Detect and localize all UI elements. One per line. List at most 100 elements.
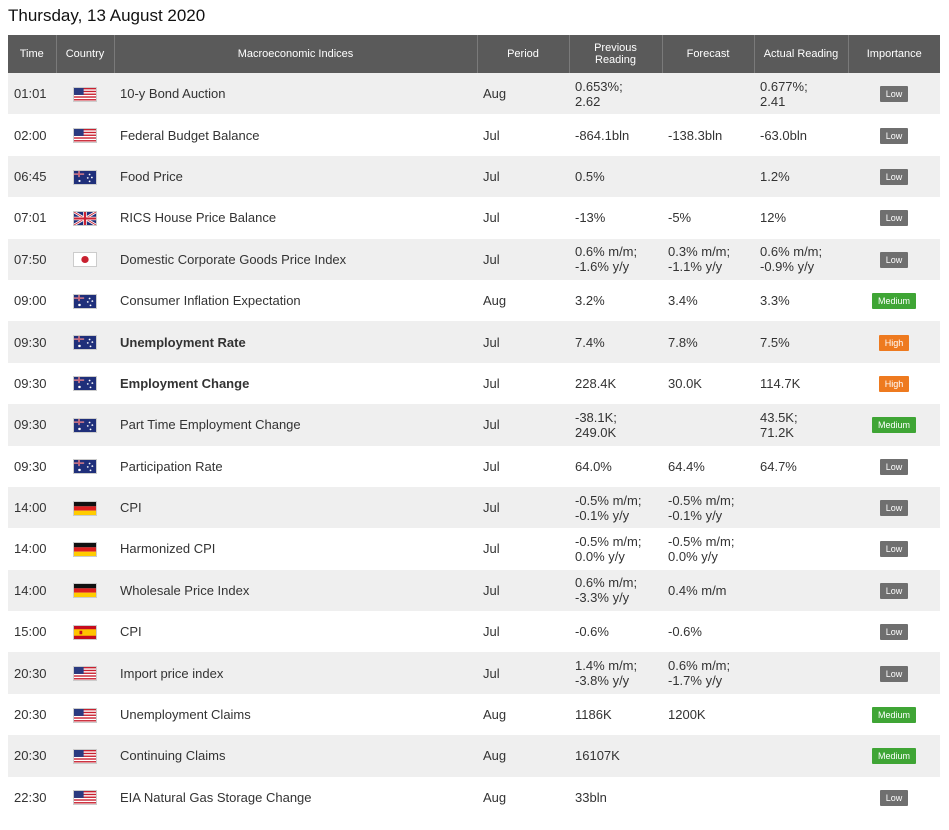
event-time: 01:01 [8,73,56,115]
table-row[interactable]: 20:30 Import price index Jul 1.4% m/m; -3.8%… [8,652,940,694]
country-cell [56,155,114,198]
event-name[interactable]: 10-y Bond Auction [114,73,477,115]
table-row[interactable]: 20:30 Continuing Claims Aug 16107K Medium [8,735,940,777]
table-row[interactable]: 07:50 Domestic Corporate Goods Price Inde… [8,238,940,280]
actual-reading: 114.7K [754,362,848,405]
us-flag-icon [73,86,97,102]
col-header-time[interactable]: Time [8,35,57,73]
event-name[interactable]: Federal Budget Balance [114,114,477,156]
previous-reading-line2: 249.0K [575,424,617,440]
actual-reading [754,693,848,736]
country-cell [56,73,114,115]
event-time: 20:30 [8,652,56,694]
event-period: Aug [477,693,569,736]
country-cell [56,362,114,405]
table-row[interactable]: 07:01 RICS House Price Balance Jul -13% -5% 1… [8,197,940,239]
forecast-value: -0.5% m/m; 0.0% y/y [662,528,754,570]
event-name[interactable]: CPI [114,486,477,529]
previous-reading-line1: 7.4% [575,334,605,350]
actual-reading-line1: 0.677%; [760,78,808,94]
col-header-period[interactable]: Period [477,35,570,73]
forecast-value: 1200K [662,693,754,736]
previous-reading: 0.6% m/m; -1.6% y/y [569,238,662,280]
previous-reading-line2: 0.0% y/y [575,548,625,564]
previous-reading: 0.5% [569,155,662,198]
forecast-line1: 3.4% [668,293,698,309]
event-time: 09:30 [8,362,56,405]
event-name[interactable]: Import price index [114,652,477,694]
forecast-line1: 0.6% m/m; [668,658,731,674]
col-header-country[interactable]: Country [56,35,115,73]
event-name[interactable]: Part Time Employment Change [114,404,477,446]
previous-reading-line1: 0.6% m/m; [575,575,638,591]
event-period: Aug [477,73,569,115]
table-row[interactable]: 22:30 EIA Natural Gas Storage Change Aug 33… [8,776,940,819]
event-name[interactable]: Consumer Inflation Expectation [114,279,477,322]
au-flag-icon [73,376,97,392]
event-name[interactable]: Employment Change [114,362,477,405]
country-cell [56,652,114,694]
previous-reading: -0.5% m/m; 0.0% y/y [569,528,662,570]
previous-reading: 7.4% [569,321,662,363]
actual-reading: 43.5K; 71.2K [754,404,848,446]
previous-reading: 0.653%; 2.62 [569,73,662,115]
table-row[interactable]: 14:00 Wholesale Price Index Jul 0.6% m/m; -3… [8,569,940,612]
forecast-line1: 0.4% m/m [668,582,727,598]
event-period: Aug [477,776,569,819]
table-row[interactable]: 09:30 Employment Change Jul 228.4K 30.0K 114.… [8,362,940,405]
forecast-value [662,155,754,198]
forecast-value [662,735,754,777]
importance-cell: Low [848,114,940,156]
table-row[interactable]: 09:00 Consumer Inflation Expectation Aug 3.… [8,279,940,322]
table-row[interactable]: 09:30 Unemployment Rate Jul 7.4% 7.8% 7.5% Hig… [8,321,940,363]
country-cell [56,197,114,239]
actual-reading: 3.3% [754,279,848,322]
event-name[interactable]: EIA Natural Gas Storage Change [114,776,477,819]
table-row[interactable]: 15:00 CPI Jul -0.6% -0.6% Low [8,611,940,653]
event-period: Jul [477,652,569,694]
col-header-indices[interactable]: Macroeconomic Indices [114,35,478,73]
previous-reading-line1: -864.1bln [575,127,630,143]
event-name[interactable]: CPI [114,611,477,653]
importance-badge: Low [879,210,909,227]
col-header-actual[interactable]: Actual Reading [754,35,849,73]
table-row[interactable]: 02:00 Federal Budget Balance Jul -864.1bln -… [8,114,940,156]
table-row[interactable]: 09:30 Participation Rate Jul 64.0% 64.4% 64.7… [8,445,940,487]
event-name[interactable]: Participation Rate [114,445,477,487]
importance-badge: Medium [871,417,916,434]
importance-badge: Low [879,168,909,185]
col-header-previous[interactable]: Previous Reading [569,35,663,73]
forecast-value: 64.4% [662,445,754,487]
event-time: 14:00 [8,528,56,570]
event-name[interactable]: Unemployment Rate [114,321,477,363]
col-header-importance[interactable]: Importance [848,35,940,73]
col-header-forecast[interactable]: Forecast [662,35,755,73]
previous-reading-line2: 2.62 [575,93,601,109]
importance-cell: Medium [848,693,940,736]
actual-reading-line1: 1.2% [760,168,790,184]
event-name[interactable]: Food Price [114,155,477,198]
actual-reading-line1: 3.3% [760,293,790,309]
previous-reading-line1: 64.0% [575,458,612,474]
event-name[interactable]: RICS House Price Balance [114,197,477,239]
importance-cell: Low [848,155,940,198]
event-name[interactable]: Wholesale Price Index [114,569,477,612]
country-cell [56,238,114,280]
table-row[interactable]: 09:30 Part Time Employment Change Jul -38.1… [8,404,940,446]
forecast-value: -5% [662,197,754,239]
importance-cell: Low [848,528,940,570]
table-row[interactable]: 06:45 Food Price Jul 0.5% 1.2% Low [8,155,940,198]
event-name[interactable]: Continuing Claims [114,735,477,777]
previous-reading: 1186K [569,693,662,736]
event-name[interactable]: Harmonized CPI [114,528,477,570]
previous-reading-line1: -0.5% m/m; [575,533,642,549]
event-name[interactable]: Unemployment Claims [114,693,477,736]
table-row[interactable]: 14:00 CPI Jul -0.5% m/m; -0.1% y/y -0.5% m/m;… [8,486,940,529]
table-row[interactable]: 14:00 Harmonized CPI Jul -0.5% m/m; 0.0% y/y… [8,528,940,570]
event-name[interactable]: Domestic Corporate Goods Price Index [114,238,477,280]
event-time: 07:50 [8,238,56,280]
table-row[interactable]: 20:30 Unemployment Claims Aug 1186K 1200K Med… [8,693,940,736]
table-row[interactable]: 01:01 10-y Bond Auction Aug 0.653%; 2.62 0.67… [8,73,940,115]
previous-reading: -0.5% m/m; -0.1% y/y [569,486,662,529]
importance-badge: Medium [871,707,916,724]
